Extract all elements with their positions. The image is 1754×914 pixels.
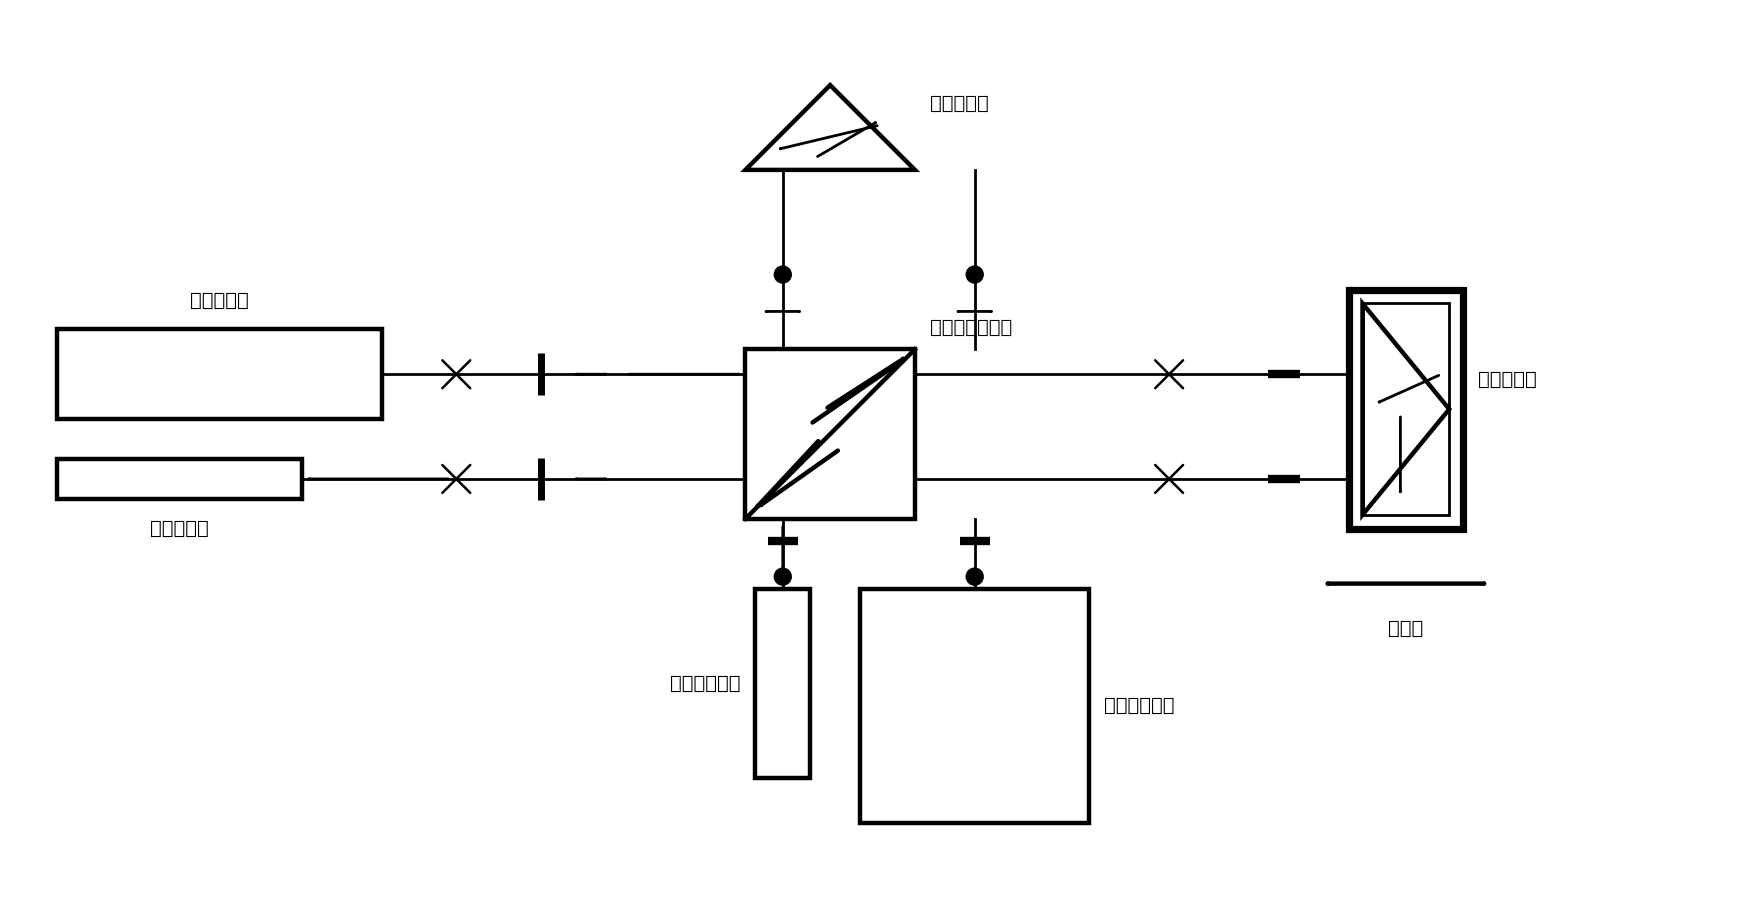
Text: 共用测量镜: 共用测量镜 — [1479, 370, 1537, 388]
Text: 共用参考镜: 共用参考镜 — [930, 93, 989, 112]
Bar — [58, 329, 382, 420]
Bar — [58, 459, 302, 499]
Bar — [859, 589, 1089, 823]
Text: 标准激光器: 标准激光器 — [189, 291, 249, 310]
Text: 运动台: 运动台 — [1387, 619, 1424, 637]
Circle shape — [966, 569, 984, 585]
Bar — [1363, 303, 1449, 515]
Text: 标准接收器: 标准接收器 — [151, 519, 209, 537]
Text: 被校准激光器: 被校准激光器 — [1105, 696, 1175, 716]
Text: 被校准接收器: 被校准接收器 — [670, 674, 740, 693]
Bar — [745, 349, 916, 519]
Circle shape — [774, 266, 791, 283]
Circle shape — [774, 569, 791, 585]
Text: 共用偏振分光镜: 共用偏振分光镜 — [930, 318, 1012, 337]
Bar — [1349, 290, 1463, 529]
Bar — [756, 589, 810, 778]
Circle shape — [966, 266, 984, 283]
